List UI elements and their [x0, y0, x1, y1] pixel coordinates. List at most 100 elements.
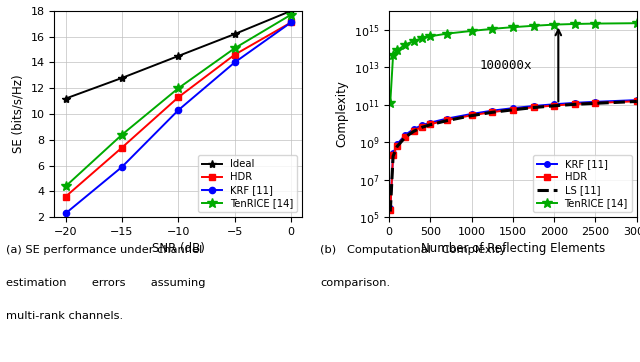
Line: TenRICE [14]: TenRICE [14] — [385, 18, 640, 108]
Line: LS [11]: LS [11] — [390, 101, 637, 211]
TenRICE [14] — [410, 39, 417, 43]
LS [11] — [426, 123, 434, 127]
HDR — [633, 99, 640, 104]
LS [11] — [410, 129, 417, 134]
LS [11] — [488, 110, 496, 114]
KRF [11] — [175, 108, 182, 112]
KRF [11] — [394, 142, 401, 146]
Line: TenRICE [14]: TenRICE [14] — [61, 10, 296, 191]
LS [11] — [550, 104, 558, 108]
LS [11] — [571, 102, 579, 106]
KRF [11] — [62, 211, 70, 215]
TenRICE [14] — [402, 42, 410, 47]
Ideal — [287, 9, 295, 13]
LS [11] — [443, 118, 451, 123]
HDR — [418, 125, 426, 129]
TenRICE [14] — [287, 13, 295, 17]
HDR — [389, 153, 397, 157]
HDR — [571, 102, 579, 106]
TenRICE [14] — [571, 22, 579, 26]
TenRICE [14] — [426, 34, 434, 38]
X-axis label: Number of Reflecting Elements: Number of Reflecting Elements — [420, 243, 605, 256]
HDR — [488, 110, 496, 114]
KRF [11] — [118, 165, 126, 169]
HDR — [443, 118, 451, 122]
TenRICE [14] — [387, 100, 394, 105]
KRF [11] — [509, 106, 516, 110]
KRF [11] — [571, 101, 579, 105]
KRF [11] — [287, 20, 295, 25]
Y-axis label: Complexity: Complexity — [335, 81, 348, 147]
Text: 100000x: 100000x — [480, 59, 532, 72]
Ideal — [175, 54, 182, 58]
TenRICE [14] — [509, 25, 516, 29]
HDR — [591, 101, 599, 105]
TenRICE [14] — [443, 31, 451, 36]
HDR — [394, 143, 401, 148]
Text: estimation       errors       assuming: estimation errors assuming — [6, 278, 206, 288]
HDR — [402, 134, 410, 139]
HDR — [550, 103, 558, 108]
TenRICE [14] — [633, 21, 640, 25]
LS [11] — [591, 101, 599, 105]
Line: HDR: HDR — [63, 19, 294, 200]
Ideal — [118, 76, 126, 80]
HDR — [509, 108, 516, 112]
KRF [11] — [443, 117, 451, 121]
TenRICE [14] — [488, 27, 496, 31]
HDR — [118, 146, 126, 150]
KRF [11] — [488, 109, 496, 113]
Legend: Ideal, HDR, KRF [11], TenRICE [14]: Ideal, HDR, KRF [11], TenRICE [14] — [198, 155, 297, 212]
LS [11] — [633, 99, 640, 104]
TenRICE [14] — [468, 29, 476, 33]
LS [11] — [389, 154, 397, 158]
HDR — [231, 52, 239, 57]
Ideal — [231, 32, 239, 36]
HDR — [426, 122, 434, 126]
LS [11] — [394, 144, 401, 148]
TenRICE [14] — [530, 24, 538, 28]
Text: comparison.: comparison. — [320, 278, 390, 288]
TenRICE [14] — [394, 48, 401, 52]
HDR — [387, 207, 394, 212]
TenRICE [14] — [418, 36, 426, 41]
HDR — [410, 129, 417, 133]
LS [11] — [402, 135, 410, 139]
KRF [11] — [633, 98, 640, 102]
LS [11] — [418, 125, 426, 130]
Line: KRF [11]: KRF [11] — [387, 97, 639, 211]
TenRICE [14] — [118, 132, 126, 137]
KRF [11] — [418, 123, 426, 127]
TenRICE [14] — [175, 86, 182, 90]
HDR — [175, 95, 182, 100]
Line: KRF [11]: KRF [11] — [63, 19, 294, 216]
KRF [11] — [387, 206, 394, 210]
KRF [11] — [591, 100, 599, 104]
KRF [11] — [426, 121, 434, 125]
Y-axis label: SE (bits/s/Hz): SE (bits/s/Hz) — [12, 75, 25, 153]
HDR — [62, 194, 70, 199]
LS [11] — [387, 209, 394, 214]
Text: multi-rank channels.: multi-rank channels. — [6, 311, 124, 321]
LS [11] — [468, 113, 476, 118]
Ideal — [62, 96, 70, 101]
KRF [11] — [410, 127, 417, 131]
TenRICE [14] — [389, 53, 397, 57]
HDR — [530, 105, 538, 109]
TenRICE [14] — [591, 21, 599, 26]
KRF [11] — [402, 132, 410, 137]
Legend: KRF [11], HDR, LS [11], TenRICE [14]: KRF [11], HDR, LS [11], TenRICE [14] — [532, 155, 632, 212]
KRF [11] — [389, 151, 397, 156]
KRF [11] — [550, 102, 558, 106]
Line: HDR: HDR — [387, 98, 639, 212]
TenRICE [14] — [62, 184, 70, 188]
TenRICE [14] — [550, 22, 558, 27]
X-axis label: SNR (dB): SNR (dB) — [152, 243, 205, 256]
HDR — [468, 113, 476, 118]
LS [11] — [530, 105, 538, 110]
Line: Ideal: Ideal — [61, 7, 295, 103]
KRF [11] — [231, 60, 239, 64]
KRF [11] — [530, 104, 538, 108]
KRF [11] — [468, 112, 476, 116]
TenRICE [14] — [231, 46, 239, 50]
